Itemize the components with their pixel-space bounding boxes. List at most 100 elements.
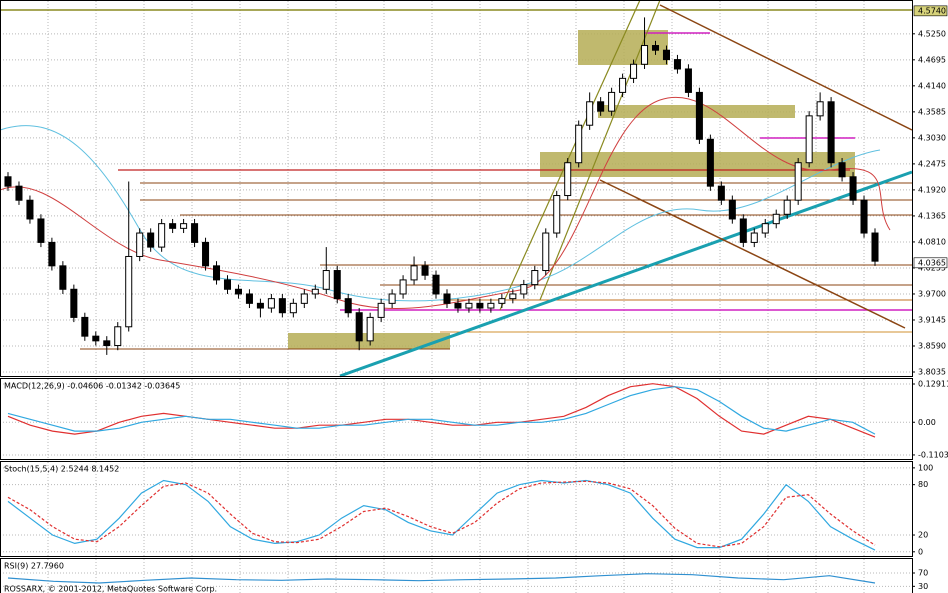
candle-body <box>158 223 166 248</box>
candle-body <box>114 326 122 347</box>
candle-body <box>59 265 67 290</box>
y-tick-label: 4.3585 <box>918 107 946 116</box>
pane-title: MACD(12,26,9) -0.04606 -0.01342 -0.03645 <box>4 382 180 391</box>
y-tick-label: 3.8590 <box>918 342 946 351</box>
candle-body <box>333 270 341 300</box>
candle-body <box>278 298 286 314</box>
candle-body <box>641 45 649 65</box>
candle-body <box>498 298 506 304</box>
indicator-line <box>7 383 876 438</box>
y-tick-label: 80 <box>918 480 928 489</box>
candle-body <box>684 68 692 93</box>
candle-body <box>542 232 550 272</box>
candle-body <box>717 185 725 201</box>
indicator-line <box>7 386 876 435</box>
candle-body <box>70 288 78 318</box>
candle-body <box>147 232 155 248</box>
candle-body <box>454 302 462 309</box>
candle-body <box>432 274 440 295</box>
candle-body <box>553 195 561 234</box>
candle-body <box>465 302 473 309</box>
macd-pane <box>0 378 913 460</box>
stoch-pane <box>0 461 913 557</box>
y-tick-label: 70 <box>918 569 928 578</box>
candle-body <box>586 101 594 126</box>
candle-body <box>838 162 846 178</box>
candle-body <box>180 223 188 229</box>
candle-body <box>871 232 879 262</box>
main-pane <box>0 0 913 377</box>
candle-body <box>125 255 133 328</box>
trend-line <box>599 179 906 329</box>
trend-line <box>499 0 641 311</box>
y-tick-label: 20 <box>918 531 928 540</box>
pane-title: Stoch(15,5,4) 2.5244 8.1452 <box>4 465 119 474</box>
candle-body <box>245 293 253 304</box>
candle-body <box>443 293 451 304</box>
analysis-drawings <box>0 0 913 378</box>
y-tick-label: 3.8035 <box>918 368 946 377</box>
candle-body <box>267 298 275 309</box>
candle-body <box>531 270 539 286</box>
candle-body <box>794 162 802 201</box>
candle-body <box>355 312 363 342</box>
candle-body <box>234 288 242 295</box>
candle-body <box>92 335 100 342</box>
candle-body <box>575 124 583 164</box>
y-tick-label: 0.00 <box>918 418 936 427</box>
candle-body <box>377 302 385 318</box>
y-tick-label: 4.5250 <box>918 29 946 38</box>
candle-body <box>827 101 835 164</box>
candle-body <box>191 223 199 243</box>
y-tick-label: 4.1920 <box>918 185 946 194</box>
candle-body <box>289 302 297 314</box>
candle-body <box>695 91 703 140</box>
candle-body <box>169 223 177 229</box>
candle-body <box>739 218 747 243</box>
candle-body <box>662 49 670 61</box>
candle-body <box>761 223 769 234</box>
price-label: 4.5740 <box>918 6 946 15</box>
candle-body <box>783 199 791 215</box>
price-label-box <box>913 257 948 269</box>
y-tick-label: -0.11031 <box>918 450 948 459</box>
pane-title: RSI(9) 27.7960 <box>4 562 64 571</box>
candle-body <box>564 162 572 197</box>
candle-body <box>103 340 111 347</box>
candle-body <box>805 115 813 164</box>
candle-body <box>4 176 12 187</box>
trend-line <box>339 170 913 378</box>
y-tick-label: 30 <box>918 582 928 591</box>
candle-body <box>520 284 528 295</box>
candle-body <box>410 265 418 281</box>
candle-body <box>311 288 319 295</box>
candle-body <box>15 185 23 201</box>
candle-body <box>728 199 736 220</box>
zone <box>540 152 855 177</box>
candle-body <box>608 91 616 112</box>
candle-body <box>673 59 681 70</box>
candle-body <box>651 45 660 51</box>
candle-body <box>300 293 308 304</box>
candle-body <box>26 199 34 220</box>
price-label: 4.0365 <box>918 258 946 267</box>
y-tick-label: 4.4140 <box>918 81 946 90</box>
candle-body <box>388 293 396 304</box>
price-label-box <box>913 5 948 17</box>
y-tick-label: 4.3030 <box>918 133 946 142</box>
y-tick-label: 4.2475 <box>918 159 946 168</box>
candle-body <box>399 279 407 295</box>
y-tick-label: 3.9145 <box>918 315 946 324</box>
candle-body <box>322 270 330 290</box>
candle-body <box>476 302 484 309</box>
candle-body <box>750 232 758 243</box>
candle-body <box>706 138 714 187</box>
candle-body <box>37 218 45 243</box>
candle-body <box>223 279 232 290</box>
y-tick-label: 4.1365 <box>918 211 946 220</box>
candle-body <box>619 77 627 93</box>
candle-body <box>202 241 210 267</box>
y-tick-label: 0 <box>918 547 923 556</box>
candle-body <box>81 316 89 337</box>
candle-body <box>48 241 56 267</box>
